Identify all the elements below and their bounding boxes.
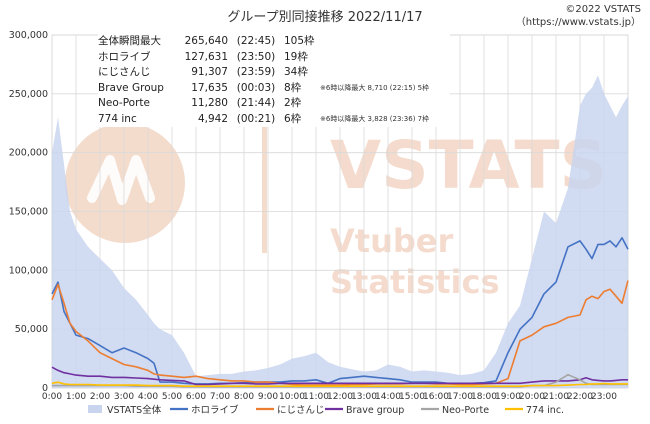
x-tick-label: 21:00	[543, 392, 569, 402]
stats-frames: 34枠	[284, 66, 308, 78]
watermark-line1: Vtuber	[330, 222, 453, 260]
stats-row-neo-porte: Neo-Porte 11,280 (21:44) 2枠	[98, 96, 450, 112]
series-line-3	[51, 366, 628, 386]
series-line-1	[51, 237, 629, 385]
x-tick-label: 9:00	[258, 392, 278, 402]
stats-value: 17,635	[191, 81, 228, 94]
y-tick-label: 150,000	[9, 207, 48, 218]
stats-time: (21:44)	[236, 97, 276, 109]
y-tick-label: 0	[42, 383, 48, 394]
stats-name: 全体瞬間最大	[98, 35, 161, 47]
x-tick-label: 22:00	[567, 392, 593, 402]
x-tick-label: 15:00	[399, 392, 425, 402]
axes: 0 50,000 100,000 150,000 200,000 250,000 300,0…	[9, 30, 618, 402]
stats-row-total: 全体瞬間最大 265,640 (22:45) 105枠	[98, 34, 450, 50]
stats-value: 91,307	[191, 66, 228, 78]
stats-note: ※6時以降最大 3,828 (23:36) 7枠	[320, 114, 430, 123]
stats-frames: 8枠	[284, 81, 302, 94]
legend-label: VSTATS全体	[107, 404, 162, 416]
stats-note: ※6時以降最大 8,710 (22:15) 5枠	[320, 83, 430, 92]
stats-frames: 2枠	[284, 97, 302, 109]
stats-row-hololive: ホロライブ 127,631 (23:50) 19枠	[98, 50, 450, 66]
x-tick-label: 17:00	[447, 392, 473, 402]
stats-name: 774 inc	[98, 112, 137, 125]
legend-label: Neo-Porte	[442, 405, 489, 416]
x-tick-label: 7:00	[210, 392, 230, 402]
stats-time: (00:03)	[236, 81, 276, 94]
stats-value: 127,631	[184, 50, 228, 63]
y-tick-label: 250,000	[9, 89, 48, 100]
stats-frames: 105枠	[284, 35, 315, 47]
x-tick-label: 13:00	[351, 392, 377, 402]
x-tick-label: 3:00	[114, 392, 134, 402]
x-tick-label: 1:00	[66, 392, 86, 402]
stats-frames: 19枠	[284, 50, 308, 63]
x-tick-label: 6:00	[186, 392, 206, 402]
x-tick-label: 10:00	[279, 392, 305, 402]
stats-value: 4,942	[197, 112, 228, 125]
series-layer	[51, 75, 629, 389]
x-tick-label: 14:00	[375, 392, 401, 402]
series-line-2	[51, 280, 629, 386]
x-tick-label: 11:00	[303, 392, 329, 402]
legend-label: Brave group	[346, 405, 404, 416]
stats-time: (23:59)	[236, 66, 276, 78]
y-tick-label: 50,000	[15, 324, 48, 335]
stats-frames: 6枠	[284, 112, 302, 125]
x-tick-label: 4:00	[138, 392, 158, 402]
y-tick-label: 100,000	[9, 265, 48, 276]
watermark-divider	[262, 118, 267, 253]
x-tick-label: 18:00	[471, 392, 497, 402]
credit-line-2: （https://www.vstats.jp）	[516, 16, 641, 28]
stats-time: (00:21)	[236, 112, 276, 125]
x-tick-label: 19:00	[495, 392, 521, 402]
x-tick-label: 5:00	[162, 392, 182, 402]
series-line-5	[51, 381, 628, 388]
legend: VSTATS全体 ホロライブ にじさんじ Brave group Neo-Porte 77…	[88, 404, 564, 416]
stats-row-brave-group: Brave Group 17,635 (00:03) 8枠 ※6時以降最大 8,…	[98, 81, 450, 97]
stats-row-nijisanji: にじさんじ 91,307 (23:59) 34枠	[98, 65, 450, 81]
stats-name: Brave Group	[98, 81, 164, 94]
legend-label: ホロライブ	[191, 404, 239, 416]
x-tick-label: 12:00	[327, 392, 353, 402]
stats-name: にじさんじ	[98, 66, 151, 78]
x-tick-label: 23:00	[591, 392, 617, 402]
stats-time: (22:45)	[236, 35, 276, 47]
legend-label: 774 inc.	[526, 405, 564, 416]
chart-title: グループ別同接推移 2022/11/17	[227, 9, 422, 25]
stats-name: ホロライブ	[98, 50, 151, 63]
stats-value: 11,280	[191, 97, 228, 109]
stats-name: Neo-Porte	[98, 97, 150, 109]
watermark-logo-mark	[87, 155, 155, 205]
watermark-line2: Statistics	[330, 263, 500, 301]
stats-time: (23:50)	[236, 50, 276, 63]
x-tick-label: 20:00	[519, 392, 545, 402]
x-tick-label: 2:00	[90, 392, 110, 402]
x-tick-label: 0:00	[42, 392, 62, 402]
legend-swatch	[88, 405, 102, 413]
watermark-brand: VSTATS	[330, 127, 607, 204]
credit-line-1: ©2022 VSTATS	[565, 4, 641, 15]
stats-row-774-inc: 774 inc 4,942 (00:21) 6枠 ※6時以降最大 3,828 (…	[98, 112, 450, 128]
x-tick-label: 16:00	[423, 392, 449, 402]
y-tick-label: 300,000	[9, 30, 48, 41]
stats-value: 265,640	[184, 35, 228, 47]
stats-table: 全体瞬間最大 265,640 (22:45) 105枠 ホロライブ 127,63…	[98, 34, 450, 127]
legend-label: にじさんじ	[277, 405, 325, 416]
x-tick-label: 8:00	[234, 392, 254, 402]
y-tick-label: 200,000	[9, 148, 48, 159]
